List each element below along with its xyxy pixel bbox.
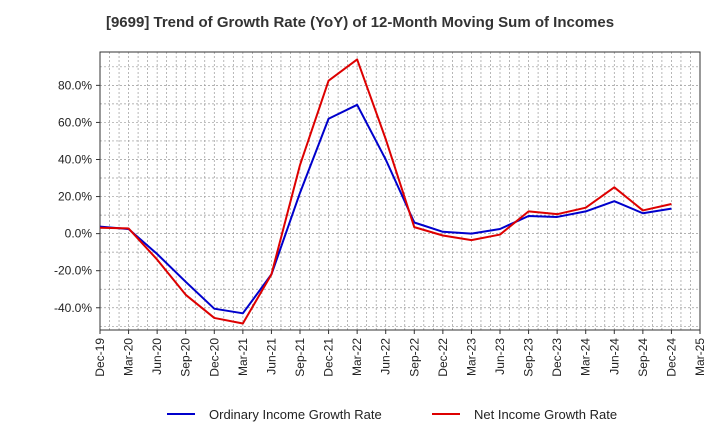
grid-lines xyxy=(100,52,700,330)
y-tick-label: 80.0% xyxy=(58,78,92,92)
series-lines xyxy=(99,58,672,325)
x-tick-label: Mar-25 xyxy=(693,338,707,376)
series-line-2 xyxy=(99,58,672,325)
series-line-1 xyxy=(99,103,672,315)
y-tick-label: -40.0% xyxy=(54,301,92,315)
x-tick-label: Jun-20 xyxy=(150,338,164,375)
x-tick-label: Mar-21 xyxy=(236,338,250,376)
x-tick-label: Sep-23 xyxy=(522,338,536,377)
legend-label-2: Net Income Growth Rate xyxy=(474,407,617,422)
x-tick-label: Mar-23 xyxy=(464,338,478,376)
x-tick-label: Jun-22 xyxy=(379,338,393,375)
x-tick-label: Dec-24 xyxy=(664,338,678,377)
x-tick-label: Sep-24 xyxy=(636,338,650,377)
chart-title: [9699] Trend of Growth Rate (YoY) of 12-… xyxy=(105,14,615,31)
x-tick-label: Sep-21 xyxy=(293,338,307,377)
legend: Ordinary Income Growth Rate Net Income Gr… xyxy=(167,407,617,422)
y-tick-label: 0.0% xyxy=(65,227,93,241)
plot-frame xyxy=(99,51,701,331)
x-tick-label: Dec-20 xyxy=(207,338,221,377)
axes xyxy=(96,51,701,334)
tick-labels: -40.0% -20.0% 0.0% 20.0% 40.0% 60.0% 80.0% Dec-… xyxy=(54,78,707,376)
x-tick-label: Sep-20 xyxy=(179,338,193,377)
x-tick-label: Sep-22 xyxy=(407,338,421,377)
legend-label-1: Ordinary Income Growth Rate xyxy=(209,407,382,422)
x-tick-label: Jun-24 xyxy=(607,338,621,375)
y-tick-label: 20.0% xyxy=(58,190,92,204)
x-tick-label: Mar-20 xyxy=(122,338,136,376)
x-tick-label: Dec-19 xyxy=(93,338,107,377)
x-tick-label: Mar-22 xyxy=(350,338,364,376)
y-tick-label: -20.0% xyxy=(54,264,92,278)
x-tick-label: Jun-21 xyxy=(264,338,278,375)
y-tick-label: 40.0% xyxy=(58,152,92,166)
x-tick-label: Dec-21 xyxy=(322,338,336,377)
x-tick-label: Mar-24 xyxy=(579,338,593,376)
x-tick-label: Dec-22 xyxy=(436,338,450,377)
x-tick-label: Dec-23 xyxy=(550,338,564,377)
y-tick-label: 60.0% xyxy=(58,115,92,129)
x-tick-label: Jun-23 xyxy=(493,338,507,375)
